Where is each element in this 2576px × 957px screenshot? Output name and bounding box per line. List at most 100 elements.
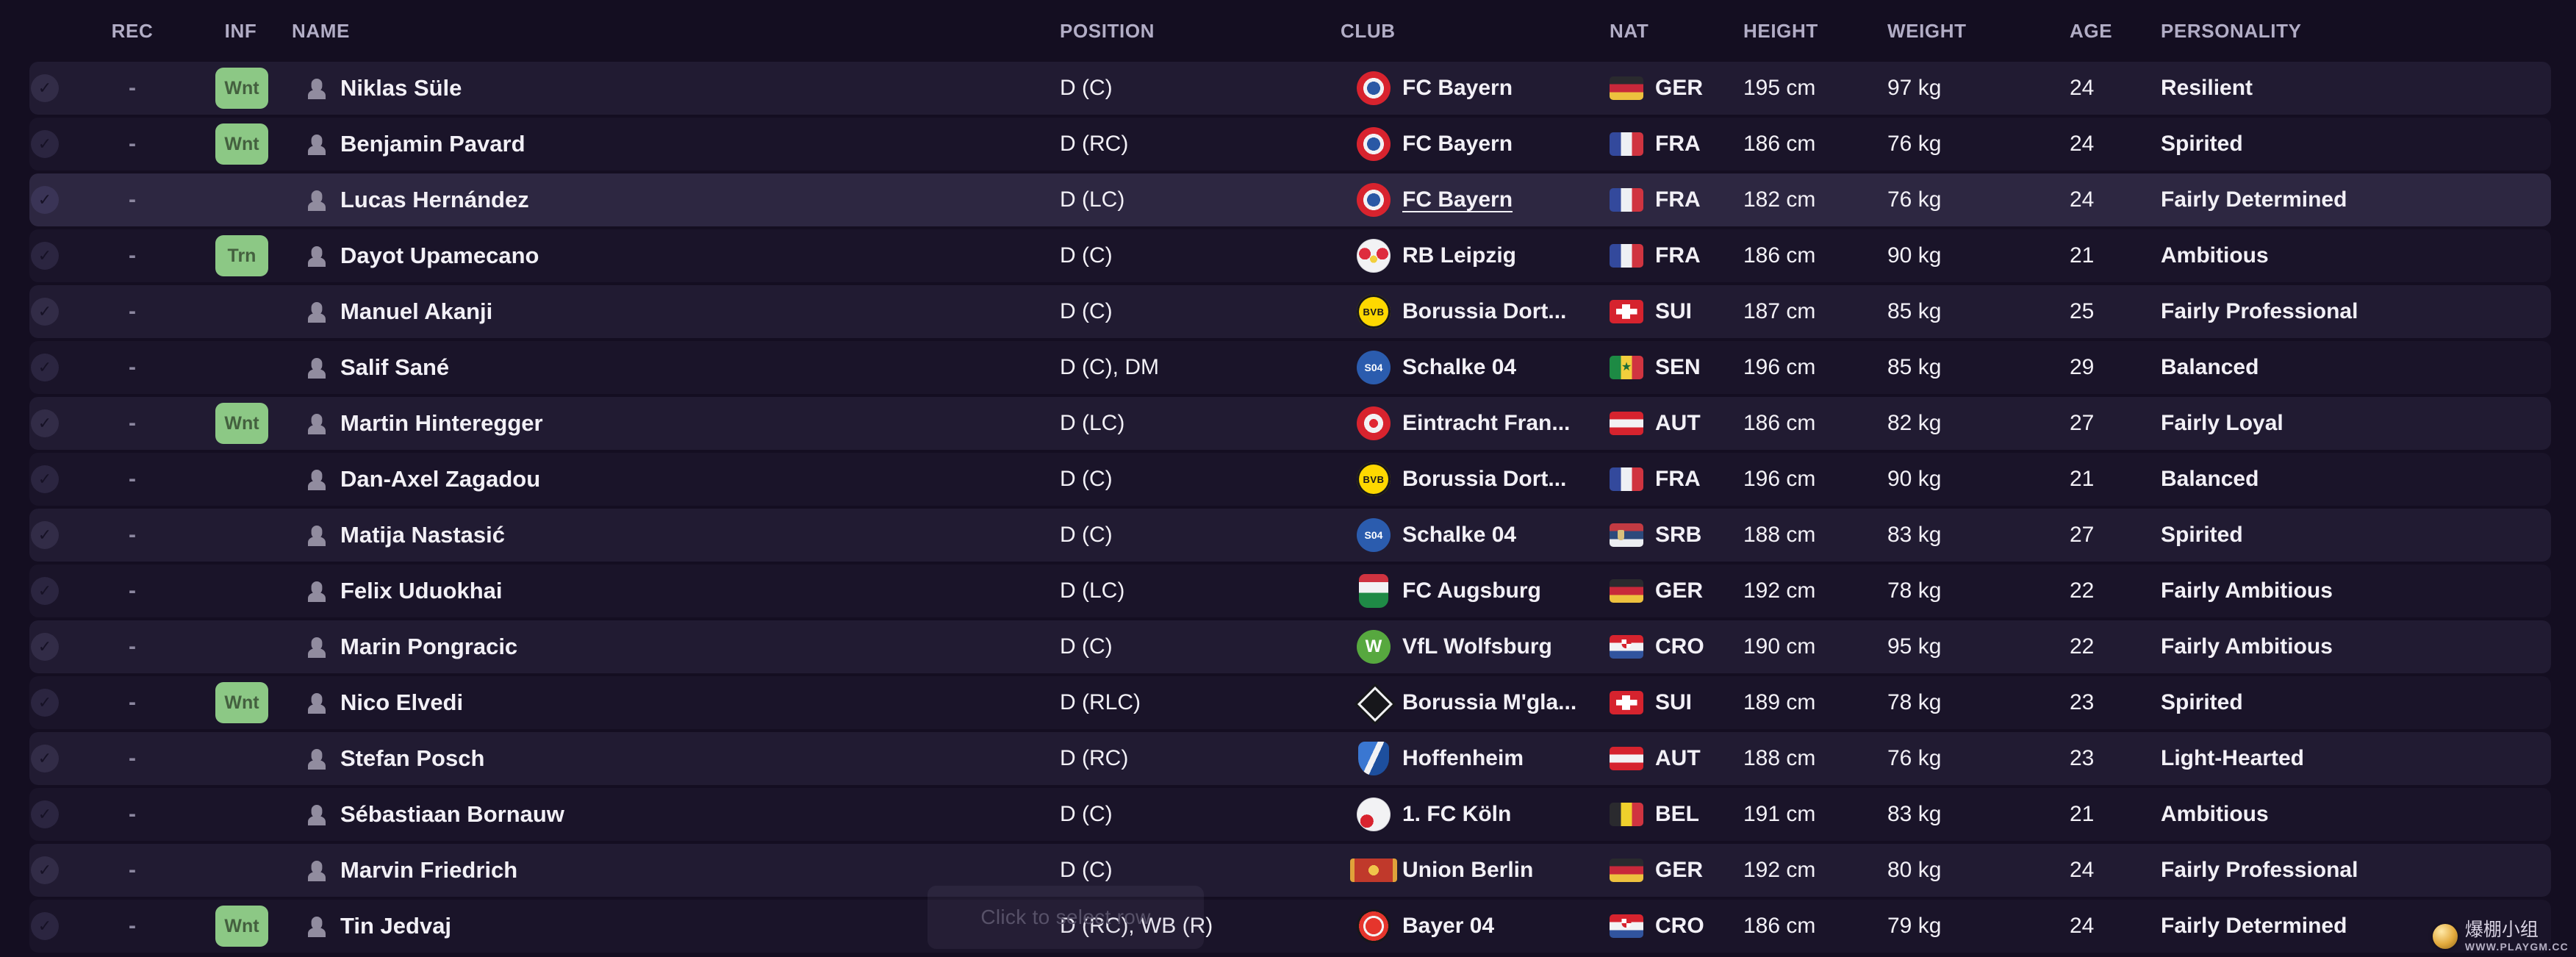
table-row[interactable]: ✓ - Manuel Akanji D (C) BVB Borussia Dor… — [29, 285, 2551, 338]
club-link[interactable]: Schalke 04 — [1402, 523, 1517, 547]
club-link[interactable]: 1. FC Köln — [1402, 802, 1512, 826]
table-row[interactable]: ✓ - Wnt Niklas Süle D (C) FC Bayern GER … — [29, 62, 2551, 115]
club-link[interactable]: Hoffenheim — [1402, 746, 1524, 770]
player-name[interactable]: Salif Sané — [340, 354, 450, 380]
player-name[interactable]: Stefan Posch — [340, 745, 485, 771]
row-check-icon[interactable]: ✓ — [31, 800, 59, 828]
column-header-rec[interactable]: REC — [111, 19, 154, 42]
nation-flag-icon — [1610, 859, 1643, 882]
row-check-icon[interactable]: ✓ — [31, 521, 59, 549]
player-name[interactable]: Lucas Hernández — [340, 187, 529, 212]
player-name[interactable]: Nico Elvedi — [340, 689, 464, 715]
column-header-name[interactable]: NAME — [292, 19, 350, 42]
column-header-age[interactable]: AGE — [2070, 19, 2113, 42]
player-avatar-icon — [306, 803, 327, 825]
club-link[interactable]: FC Bayern — [1402, 132, 1513, 156]
club-link[interactable]: FC Augsburg — [1402, 578, 1541, 603]
row-check-icon[interactable]: ✓ — [31, 912, 59, 940]
watermark-title: 爆棚小组 — [2464, 920, 2539, 941]
player-name[interactable]: Marin Pongracic — [340, 634, 518, 659]
table-row[interactable]: ✓ - Sébastiaan Bornauw D (C) 1. FC Köln … — [29, 788, 2551, 841]
player-name[interactable]: Martin Hinteregger — [340, 410, 543, 436]
rec-value: - — [129, 634, 136, 659]
table-row[interactable]: ✓ - Stefan Posch D (RC) Hoffenheim AUT 1… — [29, 732, 2551, 785]
info-badge[interactable]: Wnt — [215, 906, 268, 947]
column-header-height[interactable]: HEIGHT — [1743, 19, 1818, 42]
row-check-icon[interactable]: ✓ — [31, 298, 59, 326]
table-row[interactable]: ✓ - Salif Sané D (C), DM S04 Schalke 04 … — [29, 341, 2551, 394]
position-value: D (C) — [1060, 76, 1113, 100]
column-header-inf[interactable]: INF — [224, 19, 257, 42]
player-name[interactable]: Manuel Akanji — [340, 298, 493, 324]
info-badge[interactable]: Wnt — [215, 403, 268, 444]
info-badge[interactable]: Wnt — [215, 68, 268, 109]
table-row[interactable]: ✓ - Wnt Nico Elvedi D (RLC) Borussia M'g… — [29, 676, 2551, 729]
club-link[interactable]: Bayer 04 — [1402, 914, 1495, 938]
column-header-weight[interactable]: WEIGHT — [1887, 19, 1967, 42]
column-header-position[interactable]: POSITION — [1060, 19, 1155, 42]
table-row[interactable]: ✓ - Lucas Hernández D (LC) FC Bayern FRA… — [29, 173, 2551, 226]
row-check-icon[interactable]: ✓ — [31, 745, 59, 773]
column-header-personality[interactable]: PERSONALITY — [2161, 19, 2302, 42]
height-value: 196 cm — [1743, 467, 1816, 491]
club-link[interactable]: FC Bayern — [1402, 76, 1513, 100]
position-value: D (C) — [1060, 523, 1113, 547]
height-value: 186 cm — [1743, 914, 1816, 938]
row-check-icon[interactable]: ✓ — [31, 465, 59, 493]
column-header-club[interactable]: CLUB — [1341, 19, 1396, 42]
row-check-icon[interactable]: ✓ — [31, 354, 59, 381]
row-check-icon[interactable]: ✓ — [31, 186, 59, 214]
table-row[interactable]: ✓ - Dan-Axel Zagadou D (C) BVB Borussia … — [29, 453, 2551, 506]
player-name[interactable]: Dan-Axel Zagadou — [340, 466, 541, 492]
club-link[interactable]: Eintracht Fran... — [1402, 411, 1571, 435]
club-link[interactable]: Union Berlin — [1402, 858, 1534, 882]
club-link[interactable]: FC Bayern — [1402, 187, 1513, 212]
club-link[interactable]: Borussia M'gla... — [1402, 690, 1577, 714]
row-check-icon[interactable]: ✓ — [31, 130, 59, 158]
info-badge[interactable]: Wnt — [215, 123, 268, 165]
player-name[interactable]: Felix Uduokhai — [340, 578, 503, 603]
nation-flag-icon — [1610, 635, 1643, 659]
row-check-icon[interactable]: ✓ — [31, 633, 59, 661]
row-check-icon[interactable]: ✓ — [31, 856, 59, 884]
column-header-nat[interactable]: NAT — [1610, 19, 1649, 42]
rec-value: - — [129, 299, 136, 323]
row-check-icon[interactable]: ✓ — [31, 242, 59, 270]
player-avatar-icon — [306, 301, 327, 323]
player-name[interactable]: Dayot Upamecano — [340, 243, 539, 268]
age-value: 21 — [2070, 467, 2095, 491]
table-row[interactable]: ✓ - Wnt Benjamin Pavard D (RC) FC Bayern… — [29, 118, 2551, 171]
table-row[interactable]: ✓ - Wnt Martin Hinteregger D (LC) Eintra… — [29, 397, 2551, 450]
info-badge[interactable]: Wnt — [215, 682, 268, 723]
height-value: 186 cm — [1743, 243, 1816, 268]
table-row[interactable]: ✓ - Marvin Friedrich D (C) Union Berlin … — [29, 844, 2551, 897]
club-link[interactable]: Borussia Dort... — [1402, 467, 1567, 491]
row-check-icon[interactable]: ✓ — [31, 689, 59, 717]
info-badge[interactable]: Trn — [215, 235, 268, 276]
position-value: D (C) — [1060, 858, 1113, 882]
player-name[interactable]: Benjamin Pavard — [340, 131, 525, 157]
player-name[interactable]: Matija Nastasić — [340, 522, 505, 548]
player-name[interactable]: Marvin Friedrich — [340, 857, 518, 883]
rec-value: - — [129, 467, 136, 491]
row-check-icon[interactable]: ✓ — [31, 74, 59, 102]
table-row[interactable]: ✓ - Felix Uduokhai D (LC) FC Augsburg GE… — [29, 564, 2551, 617]
table-row[interactable]: ✓ - Matija Nastasić D (C) S04 Schalke 04… — [29, 509, 2551, 562]
player-name[interactable]: Sébastiaan Bornauw — [340, 801, 564, 827]
row-check-icon[interactable]: ✓ — [31, 409, 59, 437]
height-value: 191 cm — [1743, 802, 1816, 826]
player-name[interactable]: Tin Jedvaj — [340, 913, 452, 939]
weight-value: 85 kg — [1887, 299, 1942, 323]
club-link[interactable]: Schalke 04 — [1402, 355, 1517, 379]
player-name[interactable]: Niklas Süle — [340, 75, 462, 101]
row-check-icon[interactable]: ✓ — [31, 577, 59, 605]
personality-value: Fairly Determined — [2161, 187, 2347, 212]
nation-code: GER — [1655, 578, 1704, 603]
club-link[interactable]: VfL Wolfsburg — [1402, 634, 1552, 659]
nation-flag-icon — [1610, 356, 1643, 379]
table-row[interactable]: ✓ - Wnt Tin Jedvaj D (RC), WB (R) Bayer … — [29, 900, 2551, 953]
table-row[interactable]: ✓ - Trn Dayot Upamecano D (C) RB Leipzig… — [29, 229, 2551, 282]
club-link[interactable]: RB Leipzig — [1402, 243, 1516, 268]
table-row[interactable]: ✓ - Marin Pongracic D (C) W VfL Wolfsbur… — [29, 620, 2551, 673]
club-link[interactable]: Borussia Dort... — [1402, 299, 1567, 323]
